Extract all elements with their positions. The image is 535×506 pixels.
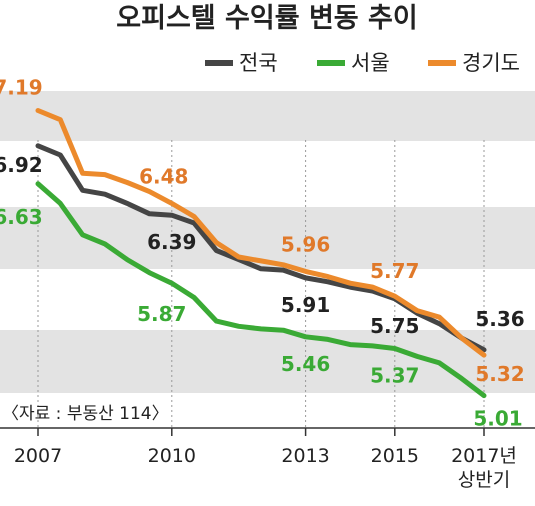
data-label: 5.36 bbox=[475, 307, 524, 331]
x-dotted-guides bbox=[37, 140, 485, 428]
background-bands bbox=[0, 91, 535, 393]
x-tick-label: 2015 bbox=[371, 445, 419, 467]
series-line bbox=[35, 108, 487, 358]
data-label: 6.92 bbox=[0, 153, 43, 177]
data-label: 5.01 bbox=[473, 407, 522, 431]
data-label: 6.63 bbox=[0, 205, 43, 229]
data-label: 5.37 bbox=[370, 364, 419, 388]
data-label: 7.19 bbox=[0, 76, 43, 100]
data-labels: 6.92 6.39 5.91 5.75 5.36 6.63 5.87 5.46 5.37 5.01… bbox=[0, 76, 525, 431]
data-label: 5.46 bbox=[281, 352, 330, 376]
data-label: 5.77 bbox=[370, 259, 419, 283]
legend-label: 전국 bbox=[239, 51, 278, 75]
data-label: 6.39 bbox=[147, 230, 196, 254]
x-tick-label: 2007 bbox=[14, 445, 62, 467]
data-label: 5.75 bbox=[370, 314, 419, 338]
data-label: 5.96 bbox=[281, 232, 330, 256]
legend: 전국 서울 경기도 bbox=[205, 51, 520, 75]
x-tick-label: 2010 bbox=[148, 445, 196, 467]
data-label: 5.91 bbox=[281, 293, 330, 317]
grid-band bbox=[0, 91, 535, 141]
source-note: 〈자료 : 부동산 114〉 bbox=[2, 404, 169, 424]
x-tick-label-sub: 상반기 bbox=[458, 469, 510, 491]
data-label: 6.48 bbox=[139, 164, 188, 188]
data-label: 5.32 bbox=[475, 362, 524, 386]
grid-band bbox=[0, 330, 535, 393]
legend-label: 서울 bbox=[351, 51, 390, 75]
chart-title: 오피스텔 수익률 변동 추이 bbox=[116, 3, 417, 34]
legend-label: 경기도 bbox=[462, 51, 520, 75]
series-line bbox=[35, 181, 487, 399]
data-label: 5.87 bbox=[137, 302, 186, 326]
series-lines bbox=[35, 108, 487, 399]
x-tick-label: 2017년 bbox=[451, 445, 517, 467]
x-tick-label: 2013 bbox=[281, 445, 329, 467]
